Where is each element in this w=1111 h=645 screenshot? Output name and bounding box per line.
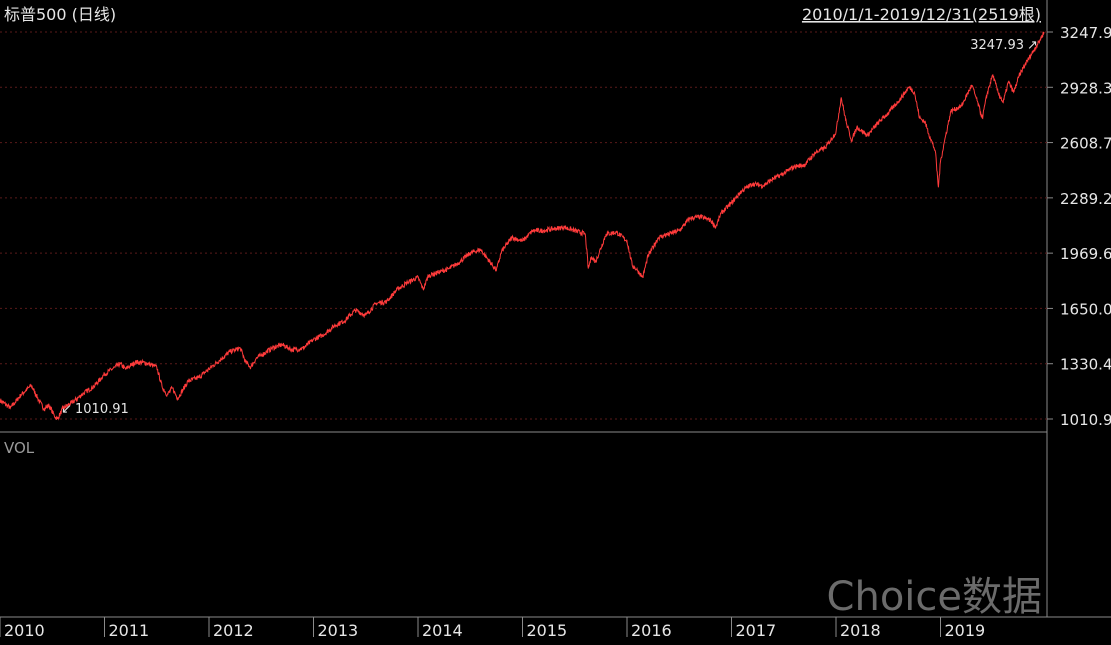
min-arrow-icon: ↙ (61, 402, 72, 417)
y-tick-label: 1330.4 (1060, 356, 1111, 374)
y-tick-label: 2289.2 (1060, 190, 1111, 208)
y-tick-label: 1969.6 (1060, 245, 1111, 263)
y-tick-label: 3247.9 (1060, 24, 1111, 42)
x-tick-label: 2017 (736, 621, 777, 640)
y-axis: 3247.9 2928.3 2608.7 2289.2 1969.6 1650.0 1330… (1047, 24, 1111, 429)
x-tick-label: 2012 (213, 621, 254, 640)
chart-title: 标普500 (日线) (4, 5, 116, 24)
min-value-label: 1010.91 (75, 402, 129, 417)
x-tick-label: 2015 (527, 621, 568, 640)
x-tick-label: 2014 (422, 621, 463, 640)
grid-lines (0, 31, 1047, 420)
price-series-line (0, 31, 1045, 421)
watermark: Choice数据 (827, 574, 1042, 620)
x-tick-label: 2019 (945, 621, 986, 640)
max-arrow-icon: ↗ (1027, 38, 1038, 53)
y-tick-label: 2608.7 (1060, 135, 1111, 153)
x-tick-label: 2010 (4, 621, 45, 640)
y-tick-label: 1650.0 (1060, 300, 1111, 318)
x-tick-label: 2018 (840, 621, 881, 640)
date-range-label[interactable]: 2010/1/1-2019/12/31(2519根) (802, 5, 1041, 24)
y-tick-label: 1010.9 (1060, 411, 1111, 429)
volume-label: VOL (4, 439, 35, 457)
x-tick-label: 2016 (631, 621, 672, 640)
max-value-label: 3247.93 (970, 38, 1024, 53)
x-tick-label: 2013 (318, 621, 359, 640)
x-axis: 2010 2011 2012 2013 2014 2015 2016 2017 2018 2019 (0, 617, 985, 640)
y-tick-label: 2928.3 (1060, 79, 1111, 97)
x-tick-label: 2011 (109, 621, 150, 640)
